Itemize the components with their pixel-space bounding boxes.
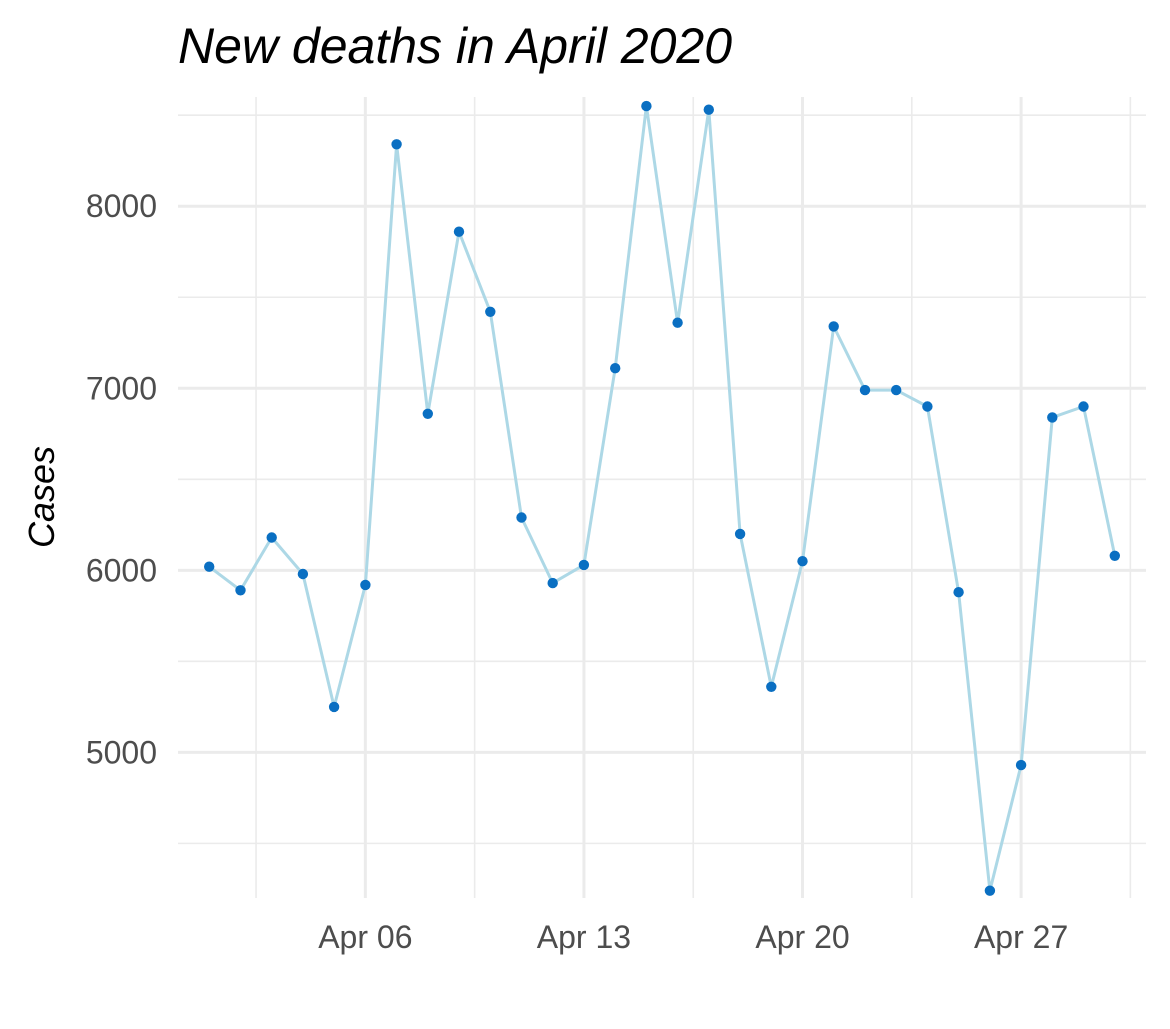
x-tick-label: Apr 27 xyxy=(974,919,1068,955)
chart-title: New deaths in April 2020 xyxy=(178,18,732,74)
data-point xyxy=(641,100,652,112)
data-point xyxy=(578,559,590,571)
data-point xyxy=(1015,759,1027,771)
data-point xyxy=(859,384,871,396)
data-point xyxy=(797,556,808,567)
series-line xyxy=(208,104,1117,893)
data-points xyxy=(204,100,1121,896)
y-tick-label: 7000 xyxy=(86,370,157,406)
data-point xyxy=(391,139,402,150)
data-point xyxy=(204,561,215,572)
x-axis-ticks: Apr 06 Apr 13 Apr 20 Apr 27 xyxy=(318,919,1068,955)
y-axis-ticks: 5000 6000 7000 8000 xyxy=(86,188,157,770)
data-point xyxy=(1078,401,1089,412)
data-point xyxy=(766,681,777,692)
data-point xyxy=(360,579,371,591)
data-point xyxy=(422,408,433,419)
data-point xyxy=(922,401,933,412)
y-tick-label: 6000 xyxy=(86,552,157,588)
data-point xyxy=(953,587,964,598)
data-point xyxy=(610,363,621,374)
x-tick-label: Apr 13 xyxy=(537,919,631,955)
data-point xyxy=(1109,550,1121,561)
data-point xyxy=(266,532,277,543)
data-point xyxy=(828,321,839,332)
data-point xyxy=(891,384,902,396)
data-point xyxy=(703,104,714,115)
data-point xyxy=(516,512,527,523)
data-point xyxy=(235,585,246,596)
grid-lines xyxy=(178,97,1146,898)
y-axis-label: Cases xyxy=(21,446,62,548)
data-point xyxy=(547,577,558,589)
data-point xyxy=(734,528,746,540)
data-point xyxy=(672,317,683,328)
y-tick-label: 8000 xyxy=(86,188,157,224)
x-tick-label: Apr 20 xyxy=(755,919,849,955)
data-point xyxy=(485,306,496,317)
data-point xyxy=(984,885,996,896)
data-point xyxy=(328,701,340,713)
x-tick-label: Apr 06 xyxy=(318,919,412,955)
data-point xyxy=(453,226,465,237)
data-point xyxy=(1047,412,1058,423)
y-tick-label: 5000 xyxy=(86,734,157,770)
data-point xyxy=(297,568,309,580)
